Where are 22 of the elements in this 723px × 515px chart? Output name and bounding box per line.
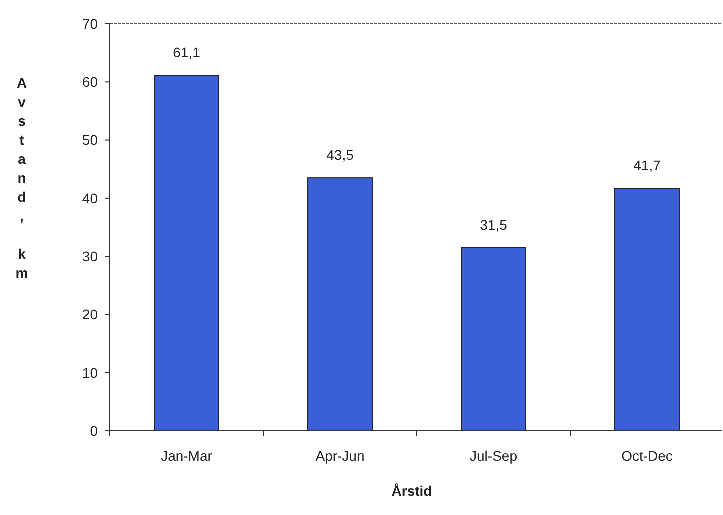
y-tick-label: 70 xyxy=(82,16,98,32)
data-label: 61,1 xyxy=(173,44,201,61)
bar xyxy=(461,247,526,432)
y-tick-label: 10 xyxy=(82,364,98,381)
y-tick-label: 0 xyxy=(90,422,98,439)
x-tick-label: Oct-Dec xyxy=(622,448,673,464)
y-tick-label: 50 xyxy=(82,132,98,148)
data-label: 43,5 xyxy=(326,147,354,164)
x-axis-title: Årstid xyxy=(392,483,432,499)
x-tick-label: Apr-Jun xyxy=(316,448,365,464)
y-tick-label: 60 xyxy=(82,74,98,90)
y-tick-label: 30 xyxy=(82,248,98,264)
y-tick-label: 40 xyxy=(82,190,98,206)
bar xyxy=(154,75,220,432)
y-tick-label: 20 xyxy=(82,306,98,323)
text: Avstand, km xyxy=(16,75,28,281)
x-tick-label: Jul-Sep xyxy=(470,448,518,464)
data-label: 41,7 xyxy=(634,158,662,174)
data-label: 31,5 xyxy=(480,216,508,233)
bar xyxy=(614,188,680,432)
x-tick-label: Jan-Mar xyxy=(161,448,213,464)
bar xyxy=(308,178,373,432)
